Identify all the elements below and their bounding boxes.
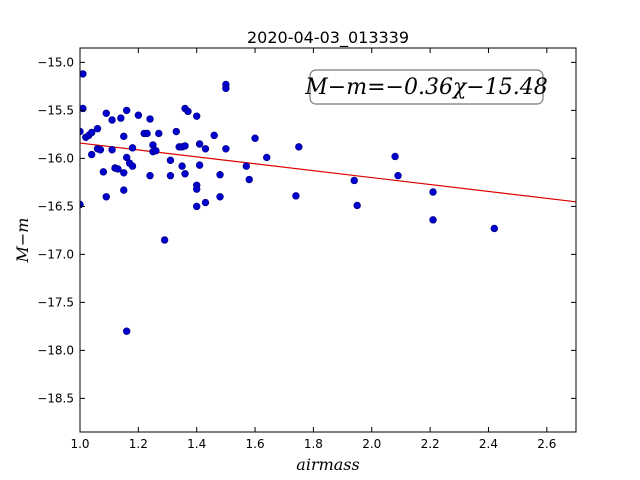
data-point (87, 150, 96, 159)
data-point (216, 171, 224, 179)
data-point (195, 140, 204, 148)
data-point (128, 162, 137, 170)
data-point (195, 161, 204, 169)
x-axis-label: airmass (296, 455, 359, 474)
data-point (117, 114, 125, 122)
data-point (292, 192, 300, 200)
x-tick-label: 1.2 (129, 437, 148, 451)
data-point (102, 109, 110, 117)
data-point (394, 171, 402, 180)
data-point (93, 124, 102, 133)
data-point (99, 168, 108, 176)
y-tick-label: −15.5 (37, 103, 74, 117)
y-tick-label: −16.0 (37, 151, 74, 165)
data-point (210, 131, 218, 140)
y-tick-label: −15.0 (37, 55, 74, 69)
y-tick-label: −18.5 (37, 391, 74, 405)
x-tick-label: 2.4 (479, 437, 498, 451)
x-tick-label: 2.2 (421, 437, 440, 451)
data-point (216, 193, 224, 201)
data-point (178, 162, 186, 170)
data-point (122, 327, 131, 335)
y-tick-label: −16.5 (37, 199, 74, 213)
data-point (128, 144, 137, 152)
data-point (114, 165, 122, 173)
data-point (350, 176, 358, 185)
annotation-box (309, 69, 544, 105)
data-point (201, 145, 210, 153)
x-tick-label: 1.8 (304, 437, 323, 451)
data-point (166, 171, 175, 180)
data-point (102, 193, 110, 201)
data-point (120, 186, 128, 194)
data-point (96, 146, 105, 154)
data-point (193, 202, 201, 211)
x-tick-label: 1.6 (246, 437, 265, 451)
data-point (120, 169, 128, 177)
data-point (80, 127, 84, 136)
y-tick-label: −17.0 (37, 247, 74, 261)
data-point (181, 170, 189, 178)
y-tick-label: −17.5 (37, 295, 74, 309)
data-point (391, 152, 399, 161)
data-point (172, 127, 180, 136)
data-point (295, 143, 303, 151)
data-point (108, 116, 116, 124)
data-point (122, 153, 131, 162)
y-axis-label: M−m (13, 218, 32, 264)
data-point (80, 70, 87, 78)
data-point (146, 171, 154, 180)
data-point (222, 145, 230, 153)
x-tick-label: 1.4 (187, 437, 206, 451)
data-point (155, 129, 163, 138)
fit-annotation: M−m=−0.36χ−15.48 (304, 69, 548, 105)
data-point (87, 128, 96, 137)
data-point (222, 84, 230, 93)
data-point (251, 134, 259, 142)
y-tick-label: −18.0 (37, 343, 74, 357)
data-point (122, 106, 131, 115)
chart-title: 2020-04-03_013339 (247, 28, 409, 48)
x-tick-label: 2.6 (537, 437, 556, 451)
data-point (353, 201, 361, 210)
fit-line (80, 142, 576, 203)
data-point (245, 175, 253, 184)
data-point (166, 156, 175, 165)
x-tick-label: 1.0 (70, 437, 89, 451)
data-point (181, 142, 189, 150)
data-point (193, 112, 201, 120)
data-point (120, 132, 128, 141)
data-point (146, 115, 154, 123)
x-tick-label: 2.0 (362, 437, 381, 451)
data-point (201, 198, 210, 207)
data-point (184, 107, 192, 116)
annotation-text: M−m=−0.36χ−15.48 (304, 75, 547, 100)
data-point (429, 216, 437, 224)
data-point (143, 129, 151, 138)
data-point (263, 153, 271, 162)
data-point (108, 146, 116, 154)
plot-area-frame (79, 47, 577, 433)
data-point (490, 224, 499, 233)
data-point (242, 162, 251, 170)
data-point (152, 147, 160, 155)
data-point (134, 111, 143, 119)
data-point (160, 236, 169, 244)
data-point (193, 185, 201, 193)
data-point (429, 188, 437, 196)
